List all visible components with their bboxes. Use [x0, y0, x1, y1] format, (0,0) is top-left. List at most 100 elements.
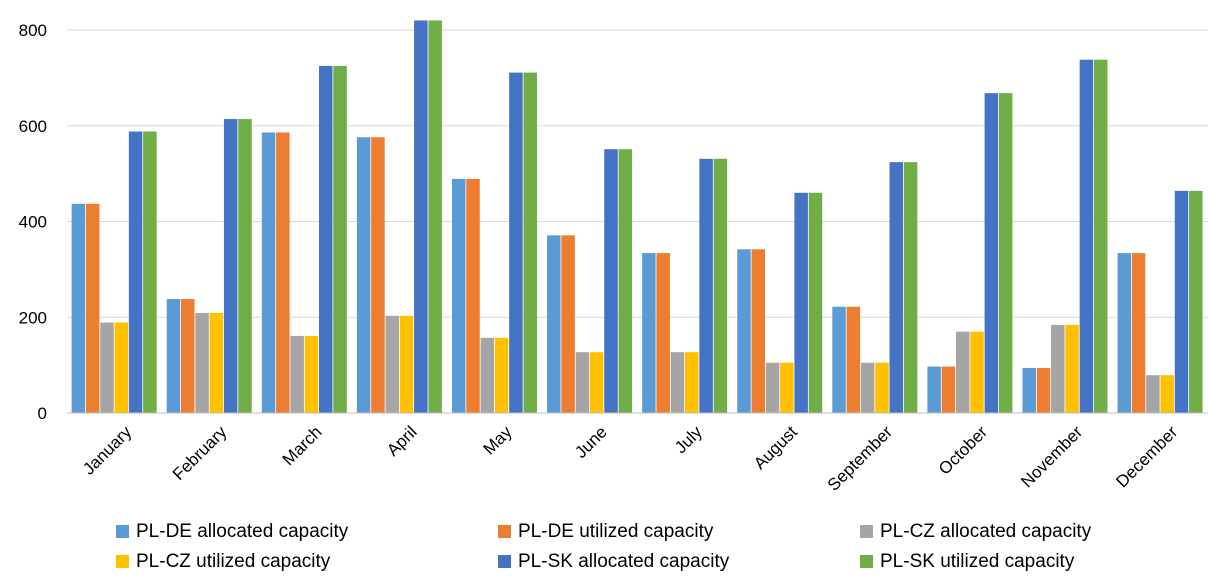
- legend-swatch: [860, 525, 873, 538]
- bar-pl-de-allocated-capacity-june: [547, 235, 561, 413]
- legend-swatch: [860, 555, 873, 568]
- legend-label: PL-DE utilized capacity: [518, 521, 714, 542]
- legend-label: PL-SK allocated capacity: [518, 551, 730, 572]
- bar-pl-sk-utilized-capacity-october: [998, 93, 1013, 413]
- x-tick-label: March: [279, 422, 326, 469]
- bar-pl-de-allocated-capacity-april: [356, 137, 371, 414]
- bar-pl-de-utilized-capacity-february: [181, 299, 195, 413]
- bar-pl-cz-allocated-capacity-august: [765, 362, 780, 413]
- bar-pl-de-utilized-capacity-july: [656, 253, 670, 413]
- x-tick-label: September: [824, 422, 896, 494]
- bar-pl-cz-allocated-capacity-february: [195, 312, 209, 413]
- bar-pl-cz-allocated-capacity-march: [290, 335, 304, 413]
- bars: [71, 20, 1203, 414]
- bar-pl-sk-utilized-capacity-december: [1189, 190, 1203, 413]
- bar-pl-sk-allocated-capacity-march: [319, 65, 333, 413]
- bar-pl-sk-utilized-capacity-september: [903, 162, 918, 413]
- bar-pl-sk-utilized-capacity-january: [143, 131, 157, 413]
- bar-pl-de-utilized-capacity-august: [751, 249, 766, 413]
- bar-pl-sk-utilized-capacity-march: [333, 65, 347, 413]
- bar-pl-cz-allocated-capacity-september: [860, 362, 875, 413]
- bar-pl-de-allocated-capacity-january: [71, 203, 86, 413]
- bar-pl-cz-utilized-capacity-november: [1065, 324, 1079, 413]
- bar-pl-cz-utilized-capacity-march: [304, 335, 319, 413]
- legend: PL-DE allocated capacity PL-DE utilized c…: [116, 521, 1092, 572]
- x-tick-label: January: [79, 422, 136, 479]
- x-tick-label: February: [169, 422, 231, 484]
- x-tick-label: November: [1017, 422, 1086, 491]
- bar-pl-cz-allocated-capacity-april: [385, 315, 399, 413]
- y-tick-label: 800: [19, 21, 47, 40]
- bar-pl-cz-allocated-capacity-july: [670, 352, 685, 413]
- bar-pl-cz-allocated-capacity-october: [955, 331, 970, 413]
- bar-pl-sk-utilized-capacity-february: [238, 119, 252, 414]
- bar-pl-de-utilized-capacity-april: [371, 137, 385, 414]
- bar-pl-de-allocated-capacity-october: [927, 366, 941, 413]
- bar-pl-de-utilized-capacity-march: [276, 132, 290, 413]
- bar-pl-cz-allocated-capacity-january: [100, 322, 114, 413]
- x-tick-label: May: [480, 422, 516, 458]
- y-tick-label: 600: [19, 117, 47, 136]
- legend-swatch: [498, 525, 511, 538]
- bar-pl-sk-allocated-capacity-july: [699, 158, 713, 413]
- bar-pl-de-allocated-capacity-july: [642, 253, 656, 413]
- bar-pl-cz-utilized-capacity-april: [399, 315, 414, 413]
- bar-pl-de-allocated-capacity-november: [1022, 368, 1036, 413]
- bar-pl-sk-allocated-capacity-september: [889, 162, 904, 413]
- bar-pl-de-utilized-capacity-may: [466, 178, 480, 413]
- bar-pl-de-allocated-capacity-may: [451, 178, 466, 413]
- legend-swatch: [498, 555, 511, 568]
- bar-pl-de-utilized-capacity-december: [1131, 253, 1146, 413]
- legend-swatch: [116, 525, 129, 538]
- bar-pl-sk-allocated-capacity-may: [509, 72, 523, 414]
- bar-pl-de-utilized-capacity-june: [561, 235, 575, 413]
- legend-swatch: [116, 555, 129, 568]
- bar-pl-sk-utilized-capacity-august: [808, 192, 823, 413]
- x-tick-label: December: [1112, 422, 1181, 491]
- bar-pl-sk-allocated-capacity-november: [1079, 59, 1094, 414]
- y-tick-label: 200: [19, 308, 47, 327]
- bar-pl-cz-allocated-capacity-june: [575, 352, 590, 413]
- bar-pl-de-allocated-capacity-december: [1117, 253, 1132, 413]
- bar-pl-de-allocated-capacity-march: [261, 132, 276, 413]
- bar-pl-de-utilized-capacity-november: [1036, 368, 1051, 413]
- y-tick-label: 0: [38, 404, 47, 423]
- bar-pl-sk-allocated-capacity-october: [984, 93, 999, 413]
- bar-pl-de-allocated-capacity-september: [832, 306, 846, 413]
- bar-pl-de-allocated-capacity-august: [737, 249, 751, 413]
- bar-pl-sk-allocated-capacity-august: [794, 192, 808, 413]
- bar-pl-de-allocated-capacity-february: [166, 299, 181, 413]
- bar-pl-de-utilized-capacity-october: [941, 366, 956, 413]
- bar-pl-cz-utilized-capacity-february: [209, 312, 224, 413]
- bar-pl-cz-utilized-capacity-september: [875, 362, 889, 413]
- bar-pl-de-utilized-capacity-september: [846, 306, 861, 413]
- bar-pl-cz-utilized-capacity-august: [780, 362, 794, 413]
- y-tick-label: 400: [19, 213, 47, 232]
- bar-pl-cz-allocated-capacity-may: [480, 337, 495, 413]
- bar-pl-cz-allocated-capacity-december: [1146, 375, 1160, 413]
- bar-pl-sk-allocated-capacity-december: [1174, 190, 1189, 413]
- bar-pl-cz-utilized-capacity-may: [494, 337, 509, 413]
- x-tick-label: June: [571, 422, 611, 462]
- x-tick-label: July: [671, 422, 706, 457]
- bar-pl-sk-utilized-capacity-may: [523, 72, 537, 414]
- bar-pl-sk-utilized-capacity-november: [1093, 59, 1108, 414]
- bar-pl-cz-utilized-capacity-january: [114, 322, 129, 413]
- legend-label: PL-SK utilized capacity: [880, 551, 1075, 572]
- bar-pl-sk-utilized-capacity-july: [713, 158, 728, 413]
- bar-pl-sk-utilized-capacity-april: [428, 20, 442, 414]
- x-tick-label: August: [750, 422, 801, 473]
- bar-pl-cz-utilized-capacity-july: [685, 352, 699, 413]
- x-tick-label: October: [935, 422, 991, 478]
- gridlines: [67, 29, 1208, 414]
- bar-pl-cz-allocated-capacity-november: [1051, 324, 1065, 413]
- bar-pl-sk-utilized-capacity-june: [618, 149, 633, 413]
- bar-pl-de-utilized-capacity-january: [85, 203, 100, 413]
- bar-pl-sk-allocated-capacity-june: [604, 149, 618, 413]
- bar-pl-sk-allocated-capacity-january: [128, 131, 143, 413]
- bar-pl-sk-allocated-capacity-april: [414, 20, 428, 414]
- bar-pl-cz-utilized-capacity-october: [970, 331, 984, 413]
- bar-pl-cz-utilized-capacity-december: [1160, 375, 1174, 413]
